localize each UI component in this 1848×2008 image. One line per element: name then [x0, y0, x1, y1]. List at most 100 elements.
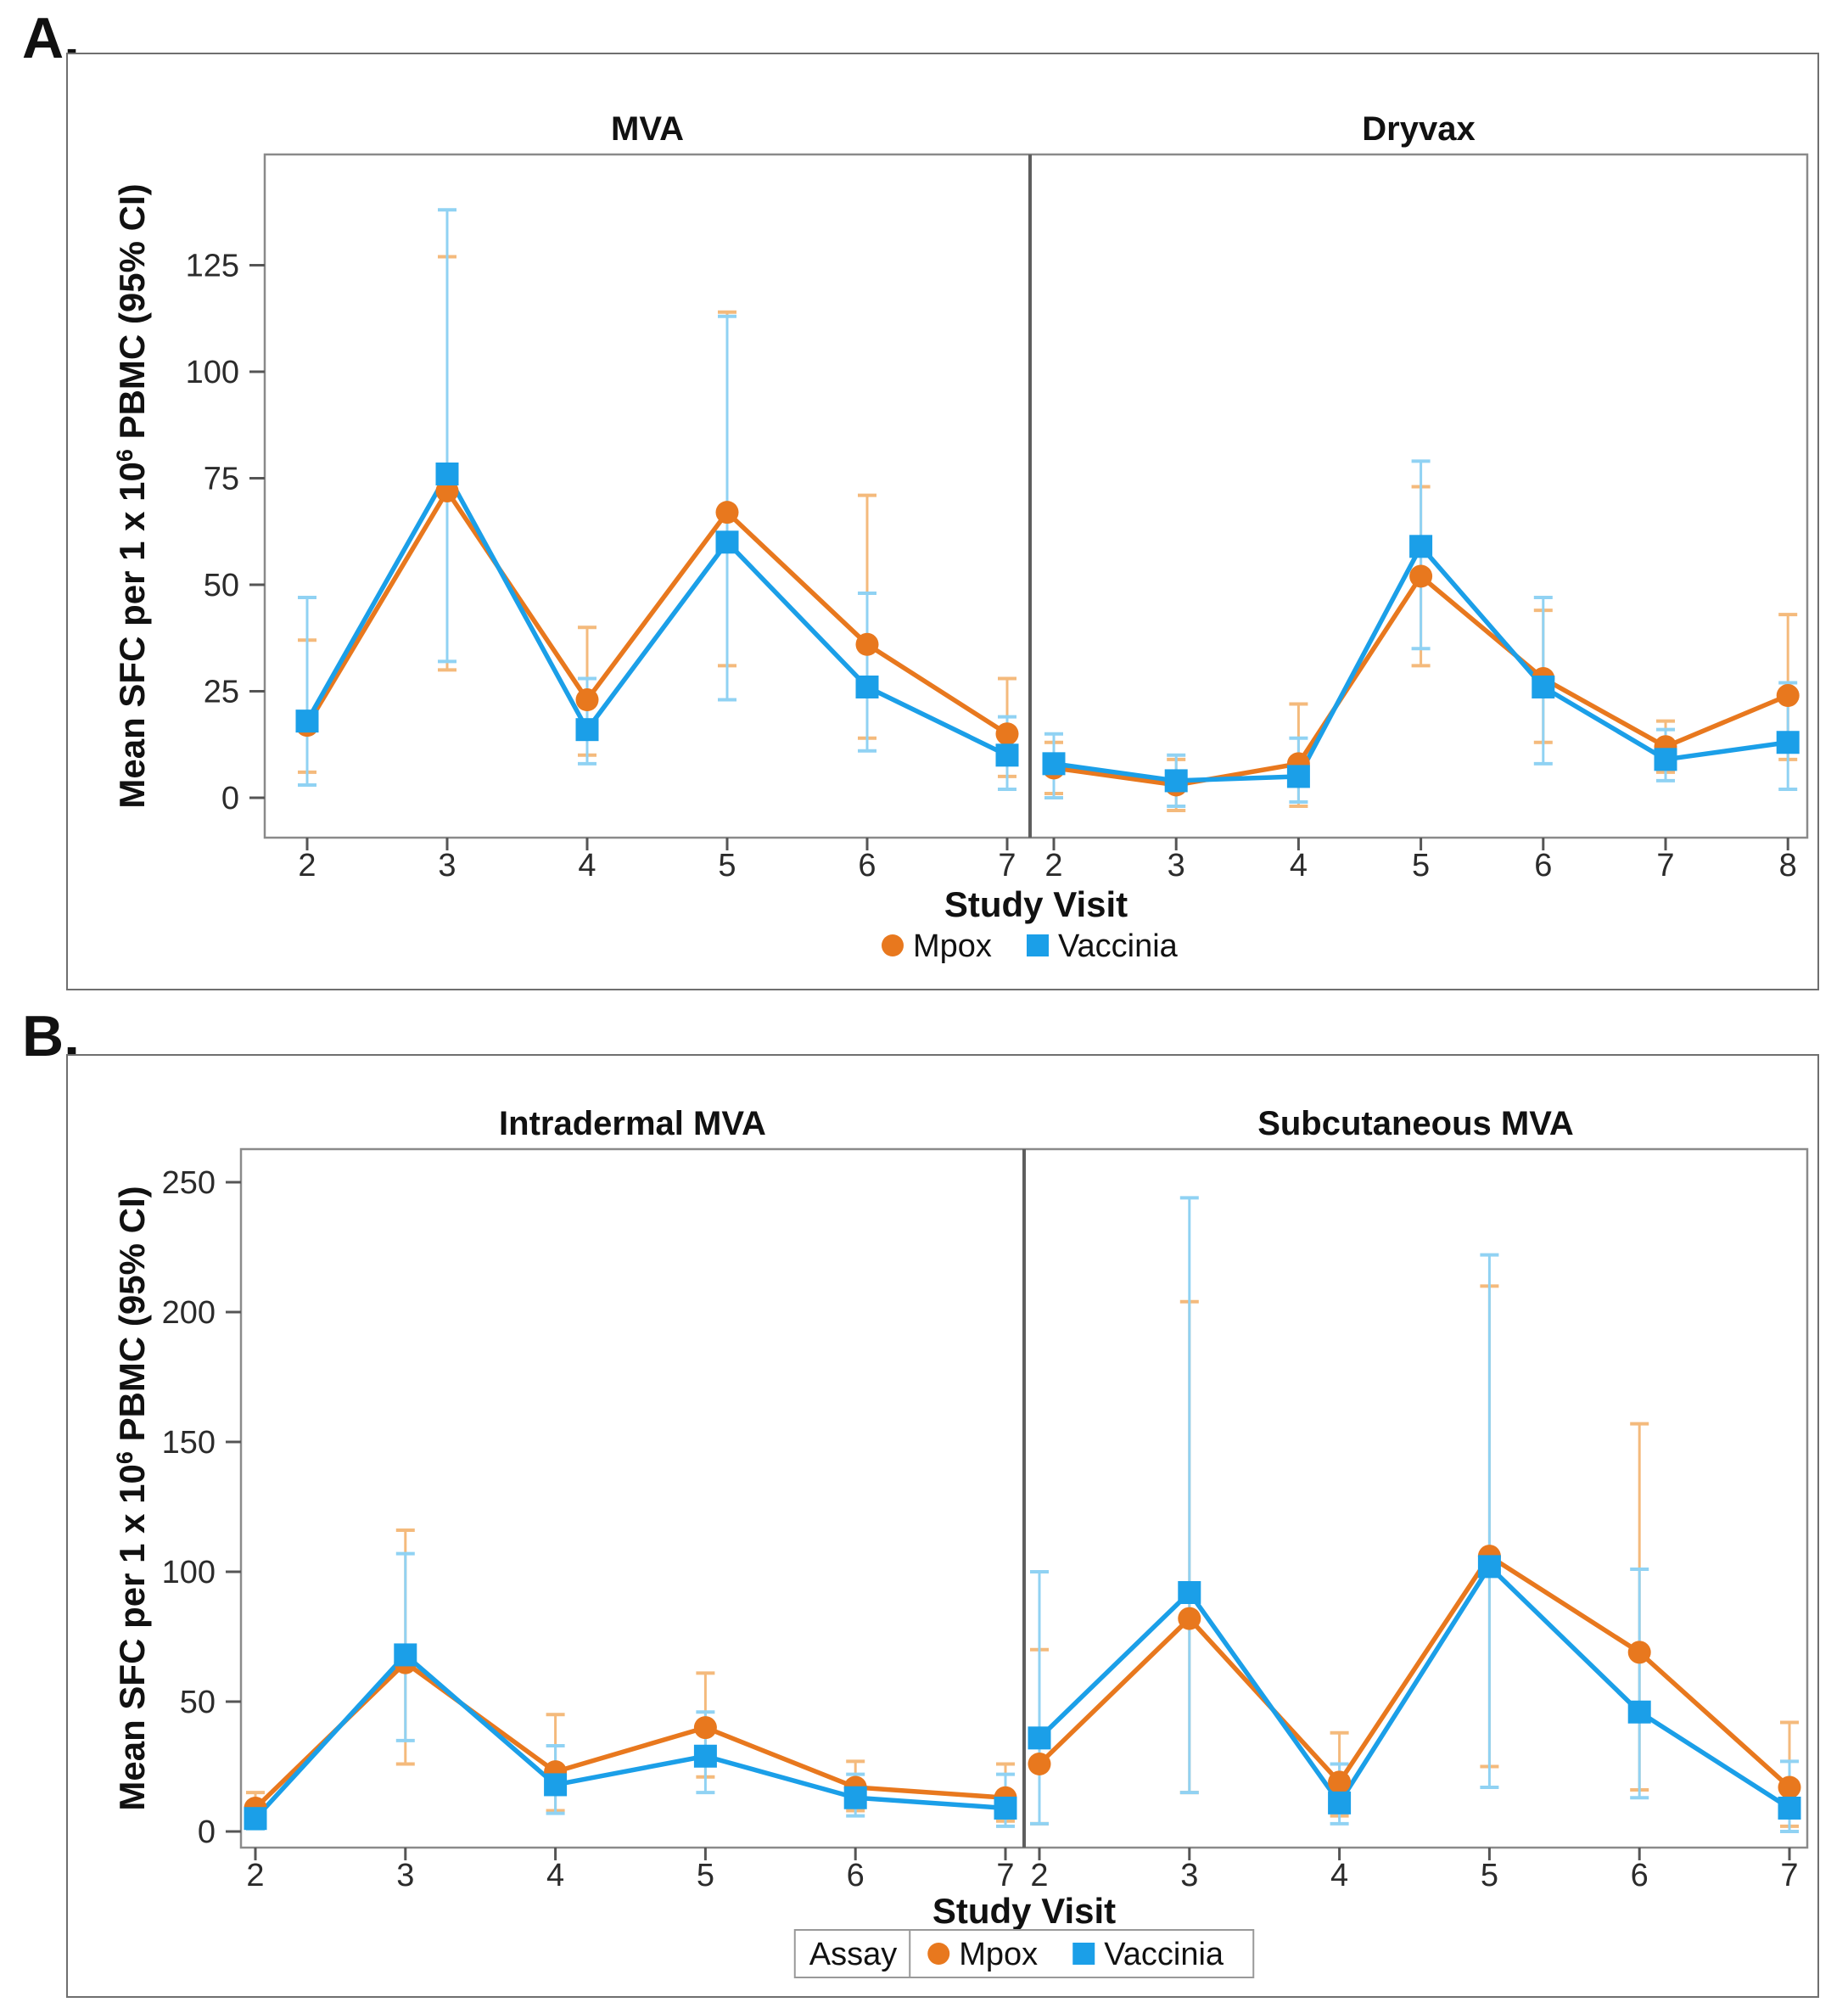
panel-b-chart: 0 50 100 150 200 250 Mean SFC per 1 x 106 PBMC…: [112, 1105, 1809, 1978]
subpanel-0: MVA 2 3 4 5 6 7: [295, 110, 1019, 883]
markers-vaccinia: [244, 1643, 1017, 1831]
x-tick-label: 6: [847, 1858, 865, 1893]
y-tick-label: 75: [204, 462, 239, 497]
subpanel-title: Dryvax: [1362, 110, 1475, 148]
marker-vaccinia: [1532, 675, 1555, 698]
y-tick-label: 100: [186, 355, 239, 390]
x-tick-label: 5: [697, 1858, 714, 1893]
subpanel-title: MVA: [611, 110, 684, 148]
marker-mpox: [1776, 684, 1800, 708]
x-tick-label: 7: [1780, 1858, 1798, 1893]
marker-mpox: [1178, 1607, 1201, 1630]
marker-mpox: [715, 501, 739, 524]
marker-vaccinia: [1328, 1791, 1352, 1814]
marker-vaccinia: [843, 1786, 867, 1809]
x-tick-label: 5: [1412, 848, 1430, 883]
marker-vaccinia: [575, 718, 599, 742]
legend-box: [793, 1929, 1255, 1978]
marker-vaccinia: [855, 675, 879, 698]
series-line-vaccinia: [305, 471, 1009, 758]
marker-vaccinia: [1042, 752, 1066, 776]
marker-mpox: [1627, 1641, 1651, 1664]
x-tick-label: 3: [1168, 848, 1185, 883]
y-tick-label: 50: [204, 568, 239, 603]
series-line-mpox: [1038, 1553, 1791, 1790]
y-axis-title: Mean SFC per 1 x 106 PBMC (95% CI): [112, 183, 152, 808]
x-tick-label: 2: [298, 848, 316, 883]
x-tick-label: 5: [718, 848, 736, 883]
legend-marker-mpox: [927, 1943, 950, 1965]
marker-vaccinia: [1164, 769, 1188, 793]
marker-mpox: [693, 1716, 717, 1740]
x-tick-label: 6: [858, 848, 876, 883]
series-line-mpox: [254, 1660, 1006, 1810]
legend-label: Mpox: [913, 928, 992, 964]
x-tick-label: 3: [1180, 1858, 1198, 1893]
marker-vaccinia: [394, 1643, 417, 1667]
legend-title: Assay: [809, 1937, 897, 1972]
x-tick-label: 4: [1330, 1858, 1348, 1893]
marker-vaccinia: [1477, 1555, 1501, 1579]
subpanel-title: Subcutaneous MVA: [1257, 1105, 1574, 1142]
x-tick-label: 2: [1044, 848, 1062, 883]
x-tick-label: 4: [546, 1858, 564, 1893]
marker-mpox: [995, 722, 1019, 746]
x-tick-label: 3: [396, 1858, 414, 1893]
x-axis-title: Study Visit: [932, 1891, 1116, 1931]
x-tick-label: 7: [998, 848, 1016, 883]
marker-vaccinia: [1178, 1580, 1201, 1604]
subpanel-1: Subcutaneous MVA 2 3 4 5 6 7: [1028, 1105, 1801, 1893]
y-tick-label: 25: [204, 675, 239, 710]
marker-mpox: [1028, 1752, 1051, 1775]
y-tick-label: 0: [221, 781, 239, 816]
y-tick-label: 250: [162, 1165, 216, 1201]
error-bars-vaccinia: [298, 208, 1016, 791]
subpanel-title: Intradermal MVA: [499, 1105, 766, 1142]
series-line-vaccinia: [1038, 1564, 1791, 1810]
marker-vaccinia: [1627, 1700, 1651, 1724]
y-axis-title: Mean SFC per 1 x 106 PBMC (95% CI): [112, 1186, 152, 1810]
legend-label: Mpox: [959, 1937, 1038, 1972]
legend-label: Vaccinia: [1104, 1937, 1224, 1972]
y-tick-label: 0: [198, 1814, 216, 1850]
subpanel-0: Intradermal MVA 2 3 4 5 6 7: [244, 1105, 1017, 1893]
legend: Assay Mpox Vaccinia: [793, 1929, 1255, 1978]
legend-marker-mpox: [882, 934, 904, 956]
y-tick-label: 50: [180, 1685, 216, 1720]
y-tick-label: 200: [162, 1295, 216, 1331]
marker-mpox: [1778, 1775, 1801, 1799]
x-tick-label: 4: [1290, 848, 1308, 883]
marker-vaccinia: [1778, 1796, 1801, 1820]
marker-vaccinia: [1409, 535, 1433, 558]
marker-mpox: [575, 688, 599, 712]
error-bars-vaccinia: [1030, 1196, 1799, 1833]
y-tick-label: 100: [162, 1555, 216, 1590]
x-tick-label: 2: [1030, 1858, 1048, 1893]
legend-marker-vaccinia: [1072, 1943, 1095, 1965]
marker-vaccinia: [1286, 765, 1310, 788]
x-tick-label: 2: [246, 1858, 264, 1893]
marker-vaccinia: [544, 1773, 568, 1797]
marker-vaccinia: [295, 710, 319, 733]
x-axis-title: Study Visit: [944, 884, 1128, 924]
x-tick-label: 8: [1779, 848, 1797, 883]
panel-a: 0 25 50 75 100 125 Mean SFC per 1 x 106 PBMC (…: [66, 53, 1819, 990]
markers-vaccinia: [295, 462, 1019, 767]
markers-vaccinia: [1028, 1555, 1801, 1820]
marker-vaccinia: [1776, 731, 1800, 754]
y-axis: 0 25 50 75 100 125: [186, 249, 265, 816]
marker-vaccinia: [244, 1807, 267, 1831]
x-tick-label: 4: [578, 848, 596, 883]
marker-vaccinia: [1028, 1726, 1051, 1750]
legend-label: Vaccinia: [1058, 928, 1179, 964]
marker-mpox: [1328, 1770, 1352, 1794]
plot-frame: [263, 153, 1809, 839]
marker-vaccinia: [435, 462, 459, 485]
marker-mpox: [1409, 564, 1433, 588]
markers-vaccinia: [1042, 535, 1800, 793]
x-tick-label: 7: [1656, 848, 1674, 883]
x-tick-label: 5: [1481, 1858, 1498, 1893]
panel-b: 0 50 100 150 200 250 Mean SFC per 1 x 106 PBMC…: [66, 1054, 1819, 1998]
y-axis: 0 50 100 150 200 250: [162, 1165, 241, 1850]
